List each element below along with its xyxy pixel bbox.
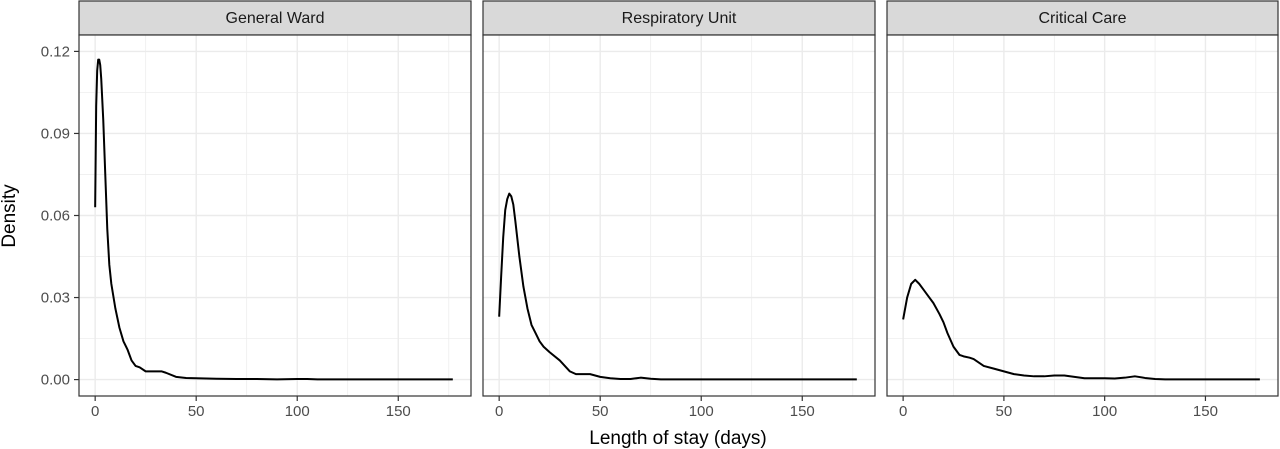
x-tick-label: 100 [689,403,714,420]
panel-title: Respiratory Unit [622,10,737,27]
x-tick-label: 50 [592,403,609,420]
panel-border [886,34,1279,397]
panel-title: General Ward [226,10,325,27]
x-tick-label: 0 [91,403,99,420]
y-axis: 0.00 0.03 0.06 0.09 0.12 [41,43,79,389]
x-tick-label: 0 [899,403,907,420]
density-line [94,58,453,381]
y-tick-label: 0.12 [41,43,70,60]
x-tick-label: 50 [188,403,205,420]
density-line [902,278,1260,381]
panel-1: Respiratory Unit 0 50 100 150 [482,0,876,420]
panel-title: Critical Care [1038,10,1126,27]
x-tick-label: 150 [790,403,815,420]
panel-strip [886,0,1279,36]
x-tick-label: 100 [1092,403,1117,420]
panel-2: Critical Care 0 50 100 150 [886,0,1279,420]
panels: General Ward 0 50 100 150 Respiratory Unit 0 50… [78,0,1279,420]
panel-border [482,34,876,397]
panel-0: General Ward 0 50 100 150 [78,0,472,420]
x-tick-label: 0 [495,403,503,420]
x-tick-label: 100 [285,403,310,420]
panel-strip [78,0,472,36]
x-axis-title: Length of stay (days) [589,428,766,449]
x-tick-label: 50 [996,403,1013,420]
y-axis-title: Density [0,184,20,248]
y-tick-label: 0.03 [41,290,70,307]
panel-strip [482,0,876,36]
x-tick-label: 150 [1193,403,1218,420]
density-line [498,192,857,381]
y-tick-label: 0.06 [41,208,70,225]
y-tick-label: 0.09 [41,125,70,142]
x-tick-label: 150 [386,403,411,420]
y-tick-label: 0.00 [41,372,70,389]
